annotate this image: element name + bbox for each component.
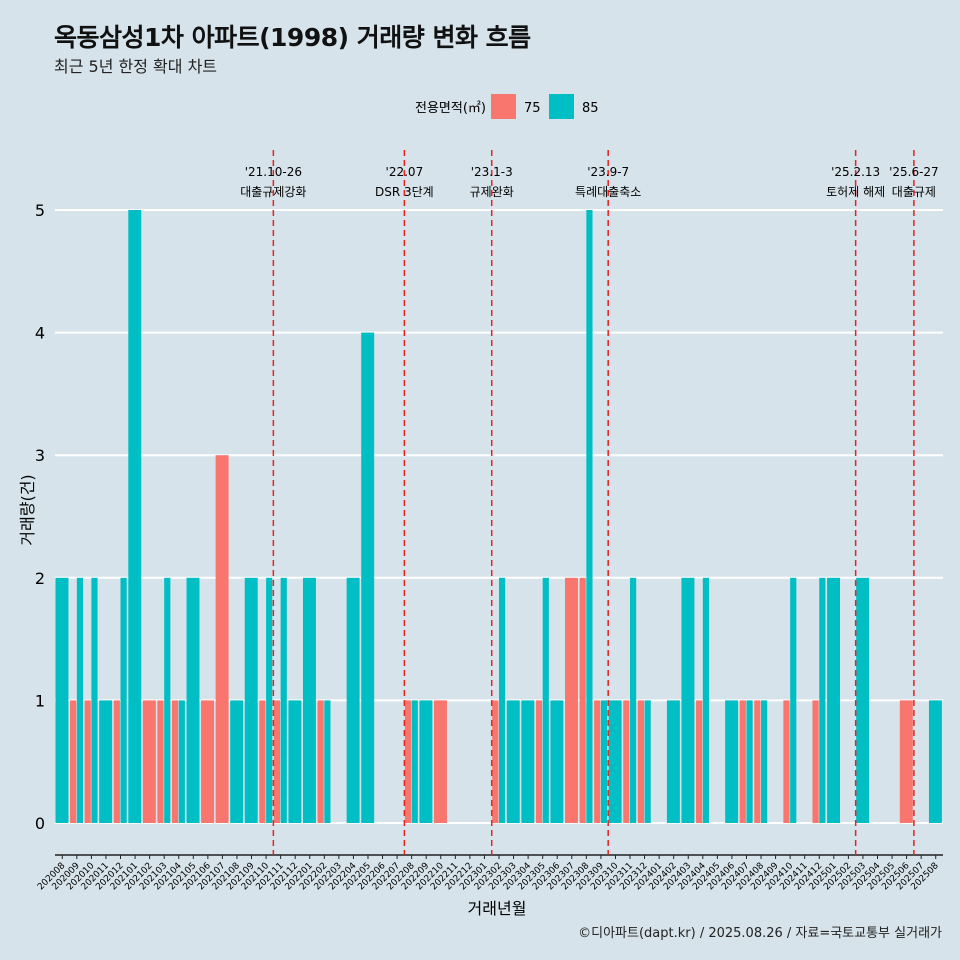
bar-85-202310: [608, 700, 622, 823]
chart-caption: ©디아파트(dapt.kr) / 2025.08.26 / 자료=국토교통부 실…: [578, 926, 942, 941]
bar-85-202309: [600, 700, 608, 823]
bar-75-202305: [535, 700, 543, 823]
bar-85-202304: [521, 700, 535, 823]
bar-75-202412: [812, 700, 819, 823]
bar-85-202104: [178, 700, 185, 823]
bar-75-202404: [696, 700, 703, 823]
bar-75-202410: [783, 700, 790, 823]
bar-85-202204: [346, 577, 360, 823]
y-tick-label: 5: [35, 201, 45, 220]
event-label: 토허제 해제: [826, 185, 885, 199]
legend-label-85: 85: [582, 101, 599, 116]
chart-subtitle: 최근 5년 한정 확대 차트: [54, 57, 218, 76]
bar-85-202105: [186, 577, 200, 823]
bar-75-202010: [84, 700, 91, 823]
event-date-label: '25.6-27: [889, 165, 939, 179]
bar-85-202101: [128, 210, 142, 823]
bar-85-202303: [506, 700, 520, 823]
event-date-label: '21.10-26: [245, 165, 302, 179]
bar-85-202112: [288, 700, 302, 823]
bar-75-202012: [113, 700, 120, 823]
y-axis-title: 거래량(건): [18, 474, 37, 545]
bar-75-202408: [754, 700, 761, 823]
event-label: 특례대출축소: [575, 185, 641, 199]
bar-75-202407: [739, 700, 746, 823]
bar-85-202412: [819, 577, 826, 823]
bar-75-202311: [623, 700, 630, 823]
bar-85-202408: [761, 700, 768, 823]
bar-75-202009: [70, 700, 77, 823]
bar-75-202307: [565, 577, 578, 823]
bar-85-202305: [542, 577, 549, 823]
bar-85-202312: [644, 700, 651, 823]
bar-75-202103: [157, 700, 164, 823]
bar-85-202302: [499, 577, 506, 823]
bar-85-202403: [681, 577, 695, 823]
bar-85-202306: [550, 700, 564, 823]
bar-75-202104: [171, 700, 179, 823]
event-label: 대출규제: [892, 185, 936, 199]
bar-85-202010: [91, 577, 98, 823]
bar-75-202208: [404, 700, 412, 823]
event-label: 규제완화: [470, 185, 514, 199]
bar-85-202208: [411, 700, 418, 823]
bar-85-202508: [928, 700, 942, 823]
bar-85-202011: [99, 700, 113, 823]
bar-85-202008: [55, 577, 69, 823]
bar-75-202210: [433, 700, 447, 823]
legend-label-75: 75: [524, 101, 541, 116]
chart-title: 옥동삼성1차 아파트(1998) 거래량 변화 흐름: [54, 23, 531, 52]
bar-75-202110: [259, 700, 266, 823]
bar-75-202312: [637, 700, 644, 823]
bar-85-202402: [666, 700, 680, 823]
y-tick-label: 3: [35, 446, 45, 465]
bar-85-202205: [361, 332, 375, 823]
bar-85-202109: [244, 577, 258, 823]
bar-85-202108: [230, 700, 244, 823]
y-tick-label: 0: [35, 814, 45, 833]
bar-75-202106: [201, 700, 215, 823]
y-tick-label: 2: [35, 569, 45, 588]
y-tick-label: 4: [35, 324, 45, 343]
event-label: 대출규제강화: [240, 185, 306, 199]
legend-swatch-85: [549, 94, 574, 119]
bar-85-202202: [324, 700, 331, 823]
legend-swatch-75: [491, 94, 516, 119]
bar-75-202102: [142, 700, 156, 823]
x-axis-title: 거래년월: [468, 899, 527, 918]
bar-85-202209: [419, 700, 433, 823]
bar-85-202501: [827, 577, 840, 823]
y-tick-label: 1: [35, 691, 45, 710]
bar-75-202111: [273, 700, 281, 823]
bar-85-202410: [790, 577, 797, 823]
bar-85-202009: [76, 577, 84, 823]
bar-85-202407: [746, 700, 753, 823]
bar-85-202103: [164, 577, 171, 823]
event-date-label: '23.1-3: [471, 165, 513, 179]
bar-75-202302: [492, 700, 499, 823]
bar-75-202202: [317, 700, 324, 823]
bar-85-202404: [702, 577, 709, 823]
bar-85-202406: [725, 700, 739, 823]
bar-85-202308: [586, 210, 593, 823]
legend-title: 전용면적(㎡): [415, 101, 486, 116]
bar-75-202506: [899, 700, 913, 823]
bar-75-202309: [594, 700, 601, 823]
event-date-label: '23.9-7: [587, 165, 629, 179]
bar-85-202111: [280, 577, 287, 823]
bar-85-202503: [856, 577, 870, 823]
bar-85-202311: [630, 577, 637, 823]
event-label: DSR 3단계: [375, 185, 434, 199]
event-date-label: '25.2.13: [831, 165, 880, 179]
event-date-label: '22.07: [386, 165, 424, 179]
bar-85-202201: [302, 577, 316, 823]
bar-75-202308: [579, 577, 586, 823]
bar-75-202107: [215, 455, 229, 823]
bar-85-202110: [266, 577, 273, 823]
bar-85-202012: [120, 577, 127, 823]
